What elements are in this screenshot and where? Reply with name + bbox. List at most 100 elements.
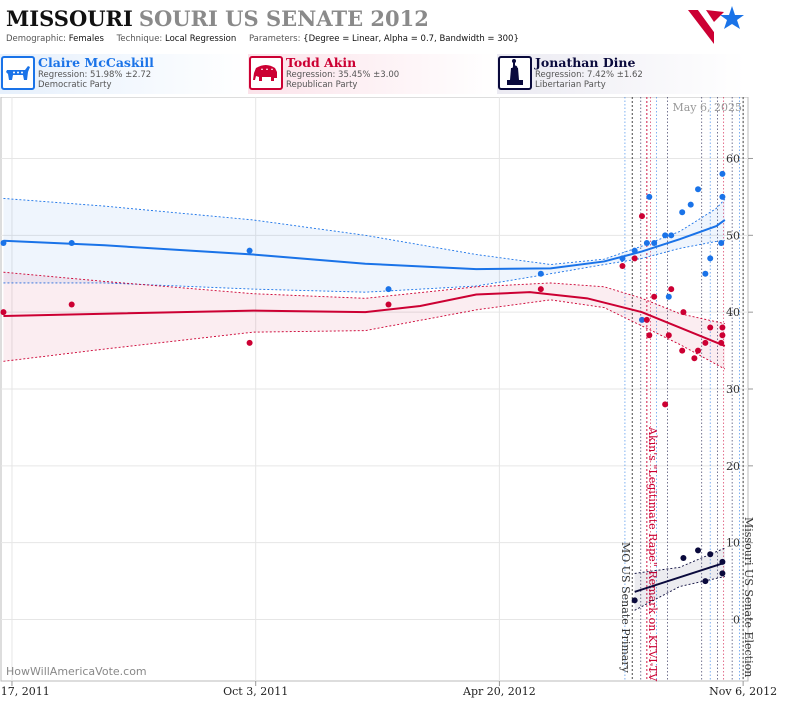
data-point: [695, 347, 702, 354]
data-point: [707, 551, 714, 558]
title-state: MISSOURI: [6, 6, 133, 31]
y-tick-label: 50: [726, 229, 740, 242]
x-tick-label: Oct 3, 2011: [223, 685, 288, 698]
confidence-band: [634, 548, 725, 611]
candidate-name: Claire McCaskill: [38, 55, 154, 70]
watermark: HowWillAmericaVote.com: [6, 665, 147, 678]
series-jonathan-dine: [631, 547, 726, 611]
data-point: [619, 263, 626, 270]
data-point: [707, 324, 714, 331]
data-point: [707, 255, 714, 262]
data-point: [702, 578, 709, 585]
confidence-upper: [634, 547, 726, 574]
data-point: [631, 255, 638, 262]
data-point: [662, 232, 669, 239]
data-point: [680, 309, 687, 316]
data-point: [385, 286, 392, 293]
candidate-regression: Regression: 51.98% ±2.72: [38, 70, 152, 80]
data-point: [719, 570, 726, 577]
data-point: [631, 247, 638, 254]
candidate-card-dine: Jonathan Dine Regression: 7.42% ±1.62 Li…: [497, 54, 745, 94]
y-tick-label: 30: [726, 383, 740, 396]
data-point: [638, 316, 645, 323]
data-point: [643, 240, 650, 246]
candidate-party: Libertarian Party: [535, 80, 606, 90]
data-point: [719, 170, 726, 177]
candidate-name: Todd Akin: [286, 55, 357, 70]
candidate-regression: Regression: 35.45% ±3.00: [286, 70, 400, 80]
data-point: [662, 401, 669, 408]
data-point: [702, 270, 709, 277]
candidate-party: Democratic Party: [38, 80, 112, 90]
data-point: [665, 293, 672, 300]
data-point: [719, 332, 726, 339]
confidence-upper: [3, 271, 725, 325]
series-claire-mccaskill: [0, 170, 726, 323]
y-tick-label: 20: [726, 460, 740, 473]
data-point: [246, 339, 253, 346]
x-tick-label: Apr 20, 2012: [462, 685, 536, 698]
data-point: [651, 240, 658, 246]
data-point: [719, 558, 726, 565]
confidence-band: [3, 272, 725, 370]
parameters-line: Demographic: Females Technique: Local Re…: [6, 34, 529, 44]
candidate-regression: Regression: 7.42% ±1.62: [535, 70, 643, 80]
event-label: MO US Senate Primary: [619, 542, 632, 674]
parameters-value: {Degree = Linear, Alpha = 0.7, Bandwidth…: [303, 34, 519, 44]
data-point: [668, 232, 675, 239]
demographic-value: Females: [68, 34, 104, 44]
data-point: [246, 247, 253, 254]
confidence-lower: [3, 240, 725, 293]
data-point: [619, 255, 626, 262]
candidate-legend: Claire McCaskill Regression: 51.98% ±2.7…: [0, 54, 789, 94]
elephant-icon: [249, 56, 283, 90]
statue-of-liberty-icon: [498, 56, 532, 90]
donkey-icon: [1, 56, 35, 90]
x-tick-label: Mar 17, 2011: [0, 685, 50, 698]
candidate-card-mccaskill: Claire McCaskill Regression: 51.98% ±2.7…: [0, 54, 248, 94]
event-label: Akin's "Legitimate Rape" Remark on KTVI-…: [646, 426, 659, 682]
confidence-upper: [3, 197, 726, 265]
series-todd-akin: [0, 213, 726, 408]
event-label: Missouri US Senate Election: [742, 517, 755, 677]
data-point: [718, 339, 725, 346]
data-point: [687, 201, 694, 208]
data-point: [0, 309, 7, 316]
trend-line: [3, 291, 726, 347]
demographic-label: Demographic:: [6, 34, 67, 44]
technique-value: Local Regression: [165, 34, 237, 44]
y-tick-label: 0: [733, 614, 740, 627]
trend-line: [3, 219, 726, 271]
data-point: [691, 355, 698, 362]
technique-label: Technique:: [116, 34, 163, 44]
data-point: [651, 293, 658, 300]
data-point: [643, 316, 650, 323]
data-point: [695, 547, 702, 554]
data-point: [668, 286, 675, 293]
data-point: [638, 213, 645, 220]
data-point: [0, 240, 7, 246]
data-point: [68, 301, 75, 308]
confidence-lower: [3, 299, 726, 370]
header: MISSOURI SOURI US SENATE 2012 Demographic…: [0, 0, 789, 52]
data-point: [702, 339, 709, 346]
data-point: [537, 286, 544, 293]
data-point: [679, 209, 686, 216]
candidate-card-akin: Todd Akin Regression: 35.45% ±3.00 Repub…: [248, 54, 496, 94]
x-tick-label: Nov 6, 2012: [709, 685, 777, 698]
candidate-name: Jonathan Dine: [535, 55, 636, 70]
data-point: [646, 332, 653, 339]
candidate-party: Republican Party: [286, 80, 358, 90]
data-point: [537, 270, 544, 277]
data-point: [631, 597, 638, 604]
site-logo-icon: [688, 6, 744, 44]
data-point: [680, 555, 687, 562]
data-point: [719, 193, 726, 200]
data-point: [695, 186, 702, 193]
y-tick-label: 10: [726, 537, 740, 550]
y-tick-label: 60: [726, 152, 740, 165]
data-point: [718, 240, 725, 246]
data-point: [665, 332, 672, 339]
data-point: [679, 347, 686, 354]
page-title: MISSOURI SOURI US SENATE 2012: [6, 6, 429, 31]
